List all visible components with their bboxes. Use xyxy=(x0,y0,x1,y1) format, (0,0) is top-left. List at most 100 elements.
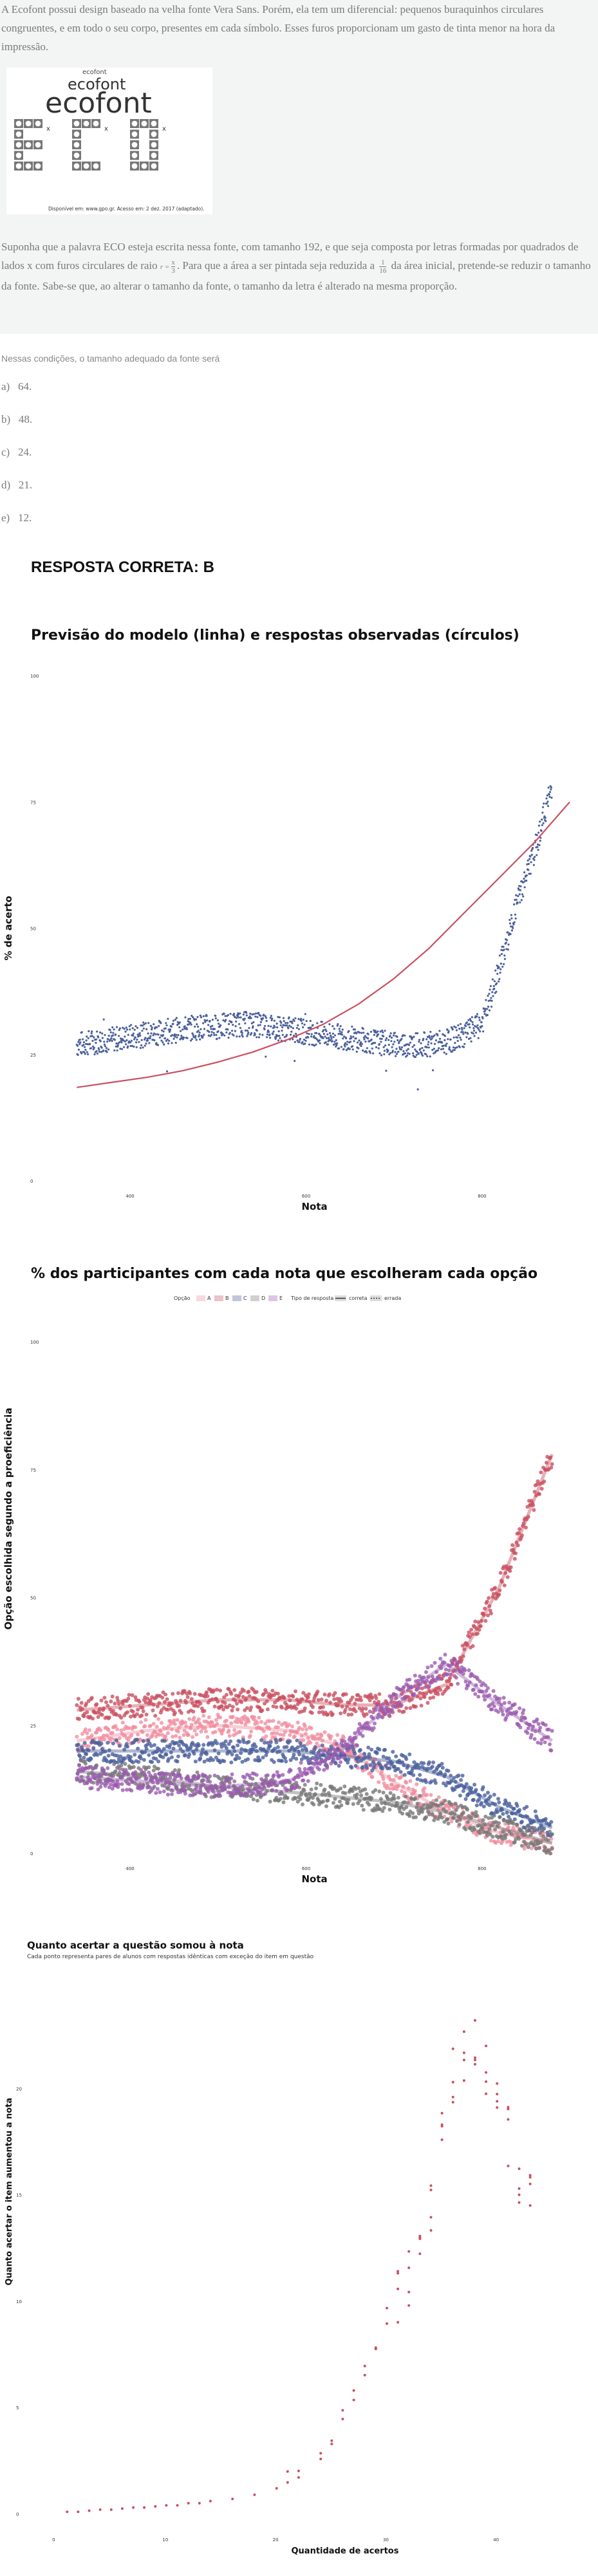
observed-point xyxy=(382,1031,384,1033)
series-E-point xyxy=(243,1791,248,1795)
observed-point xyxy=(156,1026,158,1028)
series-E-point xyxy=(439,1666,444,1671)
series-B-point xyxy=(502,1583,507,1588)
observed-point xyxy=(368,1040,371,1042)
observed-point xyxy=(531,847,534,849)
observed-point xyxy=(384,1044,387,1047)
series-B-point xyxy=(102,1696,107,1700)
observed-point xyxy=(369,1030,373,1033)
series-C-point xyxy=(99,1741,104,1746)
observed-point xyxy=(276,1035,279,1037)
observed-point xyxy=(360,1044,362,1048)
observed-point xyxy=(308,1043,311,1046)
series-B-point xyxy=(308,1700,312,1704)
series-E-point xyxy=(203,1786,208,1790)
series-D-point xyxy=(278,1797,283,1801)
option-a[interactable]: a) 64. xyxy=(1,370,598,403)
series-B-point xyxy=(431,1695,436,1700)
observed-point xyxy=(205,1015,208,1017)
observed-point xyxy=(100,1051,103,1053)
observed-point xyxy=(384,1039,387,1041)
observed-point xyxy=(505,939,509,941)
observed-point xyxy=(522,895,525,898)
series-E-point xyxy=(141,1783,145,1788)
series-A-point xyxy=(105,1733,109,1737)
option-c[interactable]: c) 24. xyxy=(1,436,598,468)
series-A-point xyxy=(401,1784,406,1789)
series-A-point xyxy=(151,1721,156,1726)
observed-point xyxy=(227,1028,229,1031)
letter-hole-E xyxy=(35,163,41,169)
option-e[interactable]: e) 12. xyxy=(1,501,598,534)
observed-point xyxy=(236,1015,239,1017)
gain-point xyxy=(518,2201,521,2204)
observed-point xyxy=(252,1025,254,1028)
observed-point xyxy=(502,945,505,948)
series-D-point xyxy=(322,1787,327,1792)
series-A-point xyxy=(263,1721,268,1726)
observed-point xyxy=(194,1036,196,1039)
observed-point xyxy=(162,1030,165,1033)
observed-point xyxy=(91,1035,93,1037)
option-b[interactable]: b) 48. xyxy=(1,403,598,436)
observed-point xyxy=(124,1040,126,1042)
series-C-point xyxy=(543,1817,548,1821)
observed-point xyxy=(192,1016,194,1019)
series-D-point xyxy=(534,1846,538,1851)
gain-point xyxy=(496,2093,499,2096)
observed-point xyxy=(129,1028,131,1031)
series-A-point xyxy=(409,1801,413,1805)
series-D-point xyxy=(495,1824,500,1828)
series-C-point xyxy=(383,1748,387,1752)
series-C-point xyxy=(460,1774,465,1778)
series-A-point xyxy=(261,1729,266,1734)
series-A-point xyxy=(183,1720,187,1725)
series-A-point xyxy=(303,1724,307,1728)
series-B-point xyxy=(428,1696,433,1700)
letter-hole-C xyxy=(83,163,89,169)
series-B-point xyxy=(478,1624,483,1628)
series-D-point xyxy=(364,1792,369,1796)
series-B-point xyxy=(321,1705,325,1709)
series-C-point xyxy=(411,1773,416,1777)
series-E-point xyxy=(322,1748,327,1753)
series-C-point xyxy=(162,1739,167,1743)
series-E-point xyxy=(373,1721,377,1726)
option-d[interactable]: d) 21. xyxy=(1,468,598,501)
series-B-point xyxy=(330,1712,335,1716)
series-B-point xyxy=(146,1692,151,1696)
x-axis-label: Nota xyxy=(302,1873,328,1885)
observed-point xyxy=(363,1038,366,1041)
series-E-point xyxy=(189,1779,194,1783)
series-C-point xyxy=(356,1759,360,1764)
observed-point xyxy=(234,1030,236,1032)
observed-point xyxy=(546,802,548,805)
series-B-point xyxy=(353,1709,358,1714)
letter-hole-O xyxy=(151,142,157,148)
series-D-point xyxy=(503,1836,508,1840)
observed-point xyxy=(143,1023,145,1026)
observed-point xyxy=(355,1050,358,1053)
observed-point xyxy=(387,1049,389,1052)
series-D-point xyxy=(453,1812,457,1816)
observed-point xyxy=(281,1033,284,1036)
observed-point xyxy=(230,1021,233,1023)
series-B-point xyxy=(521,1521,526,1526)
observed-point xyxy=(407,1052,409,1055)
series-D-point xyxy=(354,1795,359,1800)
gain-point xyxy=(275,2487,278,2490)
observed-point xyxy=(281,1030,283,1032)
observed-point xyxy=(352,1035,355,1038)
observed-point xyxy=(218,1023,220,1025)
series-D-point xyxy=(453,1801,458,1806)
series-C-point xyxy=(103,1749,107,1754)
series-C-point xyxy=(418,1773,422,1777)
observed-point xyxy=(419,1048,422,1050)
series-B-point xyxy=(531,1503,536,1508)
series-D-point xyxy=(541,1834,546,1839)
observed-point xyxy=(117,1044,119,1046)
observed-point xyxy=(483,1007,485,1010)
series-B-point xyxy=(429,1690,433,1694)
observed-point xyxy=(427,1043,429,1046)
series-A-point xyxy=(385,1783,389,1788)
